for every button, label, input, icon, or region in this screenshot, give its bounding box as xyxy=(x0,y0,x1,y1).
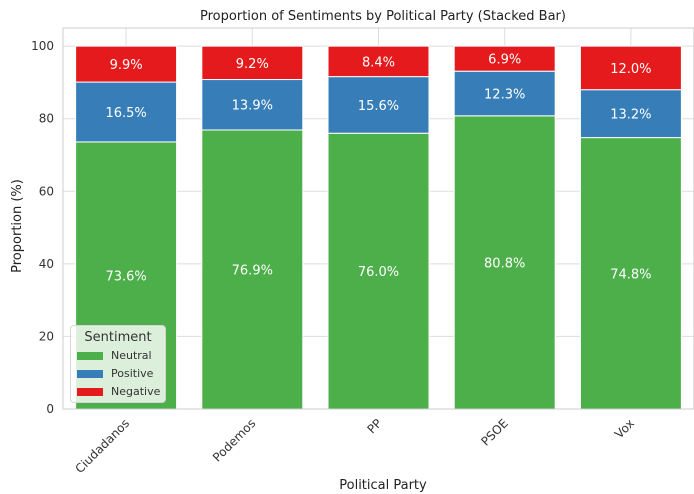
y-tick-label: 0 xyxy=(46,402,54,416)
y-tick-label: 80 xyxy=(39,112,54,126)
bar-label-positive: 13.9% xyxy=(232,99,273,114)
bar-negative-ciudadanos xyxy=(75,45,178,83)
x-tick-label: Ciudadanos xyxy=(72,416,132,476)
bar-negative-psoe xyxy=(453,45,556,72)
bar-neutral-psoe xyxy=(453,115,556,410)
legend-label-negative: Negative xyxy=(111,385,161,398)
y-axis-ticks: 0 20 40 60 80 100 xyxy=(31,39,54,416)
y-tick-label: 40 xyxy=(39,257,54,271)
bar-neutral-vox xyxy=(579,137,682,410)
x-tick-label: PP xyxy=(364,416,384,436)
bar-label-negative: 12.0% xyxy=(610,62,651,77)
x-axis-label: Political Party xyxy=(339,478,427,493)
bar-label-neutral: 76.0% xyxy=(358,265,399,280)
bar-label-positive: 15.6% xyxy=(358,99,399,114)
plot-frame xyxy=(62,27,694,410)
bar-label-negative: 8.4% xyxy=(362,55,395,70)
legend-swatch-positive xyxy=(77,370,103,378)
bar-label-positive: 12.3% xyxy=(484,87,525,102)
bar-positive-ciudadanos xyxy=(75,81,178,143)
bar-value-labels: 73.6% 16.5% 9.9% 76.9% 13.9% 9.2% 76.0% 15.6% 8.… xyxy=(105,53,651,285)
x-axis-ticks: Ciudadanos Podemos PP PSOE Vox xyxy=(72,416,637,476)
bar-label-neutral: 74.8% xyxy=(610,267,651,282)
legend-label-positive: Positive xyxy=(111,367,154,380)
bar-label-positive: 13.2% xyxy=(610,108,651,123)
bar-neutral-podemos xyxy=(201,129,304,410)
x-tick-label: PSOE xyxy=(478,416,510,448)
x-tick-label: Podemos xyxy=(210,416,258,464)
bar-positive-psoe xyxy=(453,70,556,117)
y-axis-label: Proportion (%) xyxy=(10,179,25,273)
legend-title: Sentiment xyxy=(84,330,152,345)
bar-negative-pp xyxy=(327,45,430,78)
bar-neutral-pp xyxy=(327,132,430,410)
bar-positive-pp xyxy=(327,76,430,134)
bar-label-negative: 9.2% xyxy=(236,57,269,72)
bar-label-positive: 16.5% xyxy=(105,106,146,121)
bar-label-negative: 6.9% xyxy=(488,53,521,68)
bar-positive-podemos xyxy=(201,79,304,131)
legend: Sentiment Neutral Positive Negative xyxy=(70,325,166,403)
bar-label-negative: 9.9% xyxy=(110,58,143,73)
y-tick-label: 60 xyxy=(39,184,54,198)
chart-title: Proportion of Sentiments by Political Pa… xyxy=(200,9,566,24)
legend-label-neutral: Neutral xyxy=(111,349,152,362)
y-tick-label: 100 xyxy=(31,39,54,53)
bar-negative-vox xyxy=(579,45,682,91)
legend-swatch-negative xyxy=(77,388,103,396)
bar-label-neutral: 73.6% xyxy=(105,269,146,284)
y-tick-label: 20 xyxy=(39,329,54,343)
bar-label-neutral: 80.8% xyxy=(484,256,525,271)
bar-negative-podemos xyxy=(201,45,304,81)
legend-swatch-neutral xyxy=(77,352,103,360)
x-tick-label: Vox xyxy=(612,416,637,441)
bar-label-neutral: 76.9% xyxy=(232,263,273,278)
